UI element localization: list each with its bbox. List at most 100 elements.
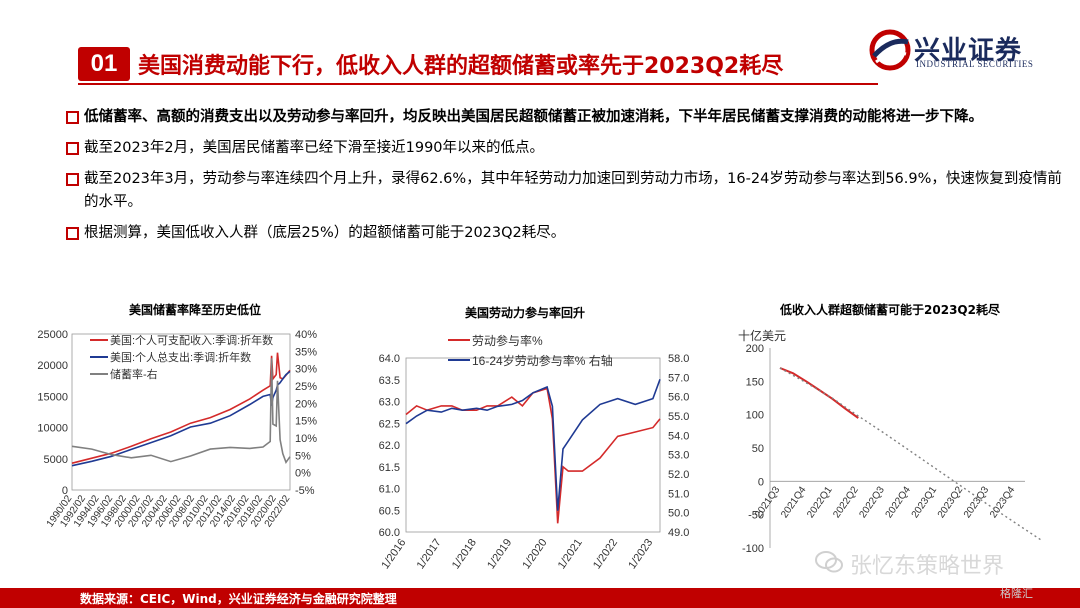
y-left-tick-label: 5000 [44, 454, 68, 466]
y-right-tick-label: 15% [295, 416, 317, 428]
legend-label: 美国:个人可支配收入:季调:折年数 [110, 333, 273, 347]
y-left-tick-label: 60.0 [379, 527, 400, 539]
y-right-tick-label: 53.0 [668, 450, 689, 462]
x-tick-label: 2022Q1 [805, 484, 835, 520]
legend-label: 储蓄率-右 [110, 367, 158, 381]
y-right-tick-label: 55.0 [668, 411, 689, 423]
y-left-tick-label: 61.5 [379, 462, 400, 474]
bullet-item: 根据测算，美国低收入人群（底层25%）的超额储蓄可能于2023Q2耗尽。 [66, 222, 1066, 245]
x-tick-label: 1/2020 [520, 537, 549, 571]
series-line [71, 352, 291, 464]
brand-watermark: 格隆汇 [1000, 587, 1033, 600]
y-left-tick-label: 63.5 [379, 375, 400, 387]
x-tick-label: 2023Q2 [936, 484, 966, 520]
y-left-tick-label: 20000 [37, 360, 68, 372]
y-left-tick-label: 63.0 [379, 397, 400, 409]
x-tick-label: 1/2018 [450, 537, 479, 571]
bullet-item: 截至2023年3月，劳动参与率连续四个月上升，录得62.6%，其中年轻劳动力加速… [66, 168, 1066, 214]
chart3-title: 低收入人群超额储蓄可能于2023Q2耗尽 [780, 303, 1000, 317]
y-tick-label: 200 [746, 343, 764, 355]
legend-label: 美国:个人总支出:季调:折年数 [110, 350, 251, 364]
y-axis-label: 十亿美元 [738, 328, 786, 343]
y-right-tick-label: 54.0 [668, 430, 689, 442]
y-tick-label: 0 [758, 476, 764, 488]
x-tick-label: 2022Q4 [884, 484, 914, 520]
x-tick-label: 2021Q3 [753, 484, 783, 520]
y-right-tick-label: 57.0 [668, 372, 689, 384]
bullet-item: 低储蓄率、高额的消费支出以及劳动参与率回升，均反映出美国居民超额储蓄正被加速消耗… [66, 106, 1066, 129]
y-right-tick-label: 51.0 [668, 488, 689, 500]
y-right-tick-label: 52.0 [668, 469, 689, 481]
x-tick-label: 1/2023 [626, 537, 655, 571]
y-right-tick-label: 5% [295, 450, 311, 462]
y-tick-label: 100 [746, 410, 764, 422]
x-tick-label: 2022Q3 [857, 484, 887, 520]
x-tick-label: 2023Q1 [910, 484, 940, 520]
y-right-tick-label: 50.0 [668, 508, 689, 520]
plot-frame [405, 357, 661, 533]
y-tick-label: 150 [746, 376, 764, 388]
y-left-tick-label: 10000 [37, 423, 68, 435]
y-right-tick-label: 49.0 [668, 527, 689, 539]
actual-line [779, 367, 859, 419]
chart2-title: 美国劳动力参与率回升 [464, 306, 585, 320]
bullet-square-icon [66, 142, 79, 155]
bullet-square-icon [66, 173, 79, 186]
series-line [71, 358, 291, 464]
bullet-square-icon [66, 227, 79, 240]
y-right-tick-label: 40% [295, 329, 317, 341]
legend-label: 劳动参与率% [472, 333, 543, 348]
y-right-tick-label: 20% [295, 398, 317, 410]
series-line [405, 387, 661, 524]
y-left-tick-label: 60.5 [379, 505, 400, 517]
y-right-tick-label: 10% [295, 433, 317, 445]
chart-savings-rate: 0 5000 10000 15000 20000 25000 -5% 0% 5% 10% 15% 20… [37, 329, 317, 529]
y-tick-label: 50 [752, 443, 764, 455]
y-right-tick-label: 35% [295, 346, 317, 358]
x-tick-label: 2023Q3 [962, 484, 992, 520]
x-tick-label: 1/2016 [379, 537, 408, 571]
wechat-icon [815, 551, 843, 573]
y-left-tick-label: 64.0 [379, 353, 400, 365]
y-left-tick-label: 62.5 [379, 418, 400, 430]
logo-emblem-icon [869, 29, 911, 71]
y-left-tick-label: 0 [62, 485, 68, 497]
slide-title-bar: 01 美国消费动能下行，低收入人群的超额储蓄或率先于2023Q2耗尽 [78, 44, 783, 84]
chart1-title: 美国储蓄率降至历史低位 [128, 303, 261, 317]
y-right-tick-label: 25% [295, 381, 317, 393]
y-right-tick-label: 58.0 [668, 353, 689, 365]
chart-labor-participation: 60.0 60.5 61.0 61.5 62.0 62.5 63.0 63.5 64.0 49.0… [379, 333, 690, 571]
y-right-tick-label: 30% [295, 364, 317, 376]
bullet-list: 低储蓄率、高额的消费支出以及劳动参与率回升，均反映出美国居民超额储蓄正被加速消耗… [66, 106, 1066, 253]
bullet-item: 截至2023年2月，美国居民储蓄率已经下滑至接近1990年以来的低点。 [66, 137, 1066, 160]
slide-title: 美国消费动能下行，低收入人群的超额储蓄或率先于2023Q2耗尽 [138, 54, 784, 79]
y-tick-label: -50 [748, 510, 764, 522]
x-tick-label: 2022Q2 [831, 484, 861, 520]
chart-excess-savings: 十亿美元-100-500501001502002021Q32021Q42022Q… [738, 328, 1042, 555]
data-source: 数据来源：CEIC，Wind，兴业证券经济与金融研究院整理 [80, 592, 397, 606]
y-left-tick-label: 25000 [37, 329, 68, 341]
x-tick-label: 1/2019 [485, 537, 514, 571]
company-logo: 兴业证券 INDUSTRIAL SECURITIES [868, 26, 1068, 76]
section-number: 01 [78, 47, 130, 81]
footer-bar: 数据来源：CEIC，Wind，兴业证券经济与金融研究院整理 [0, 588, 1080, 608]
projection-line [779, 367, 1042, 541]
y-right-tick-label: 0% [295, 468, 311, 480]
plot-frame [71, 333, 291, 491]
x-tick-label: 1/2021 [556, 537, 585, 571]
y-left-tick-label: 62.0 [379, 440, 400, 452]
y-tick-label: -100 [742, 543, 764, 555]
bullet-square-icon [66, 111, 79, 124]
x-tick-label: 1/2022 [591, 537, 620, 571]
y-right-tick-label: -5% [295, 485, 315, 497]
series-line [71, 370, 291, 467]
logo-name-cn: 兴业证券 [914, 36, 1023, 66]
x-tick-label: 2021Q4 [779, 484, 809, 520]
y-left-tick-label: 15000 [37, 391, 68, 403]
x-tick-label: 1/2017 [415, 537, 444, 571]
x-tick-label: 2023Q4 [988, 484, 1018, 520]
title-underline [78, 83, 878, 85]
y-left-tick-label: 61.0 [379, 484, 400, 496]
series-line [405, 379, 661, 511]
legend-label: 16-24岁劳动参与率% 右轴 [472, 353, 613, 368]
